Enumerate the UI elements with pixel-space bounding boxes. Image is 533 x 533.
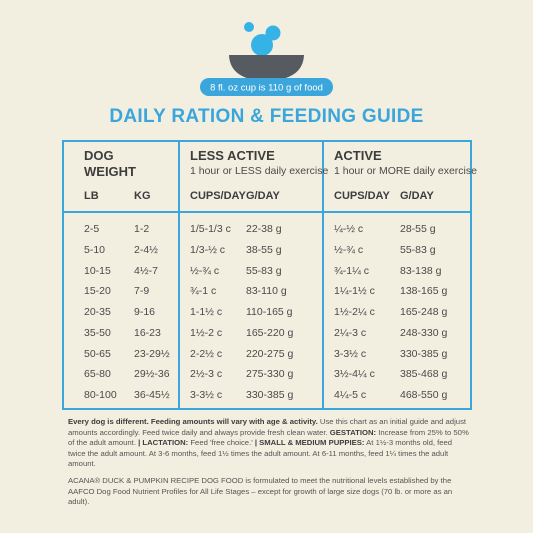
title: DAILY RATION & FEEDING GUIDE — [109, 106, 424, 127]
cell: 29½-36 — [134, 368, 170, 381]
cell: 220-275 g — [246, 347, 294, 360]
cell: 2-5 — [84, 223, 100, 235]
cell: 20-35 — [84, 306, 111, 318]
cell: 1/5-1/3 c — [190, 223, 231, 235]
divider — [322, 140, 324, 410]
footer-text: ACANA® DUCK & PUMPKIN RECIPE DOG FOOD is… — [68, 475, 453, 507]
cell: 50-65 — [84, 347, 111, 360]
cell: 16-23 — [134, 326, 161, 339]
cell: 80-100 — [84, 389, 117, 401]
cell: 138-165 g — [400, 285, 448, 298]
footer-text: Feed 'free choice.' — [188, 438, 255, 448]
group-name: ACTIVE — [334, 148, 382, 163]
cell: 2½-3 c — [190, 368, 223, 381]
footer-text: | SMALL & MEDIUM PUPPIES: — [254, 438, 365, 448]
cell: ¾-1 c — [190, 285, 217, 298]
cell: 5-10 — [84, 243, 106, 256]
cell: 23-29½ — [134, 347, 170, 360]
cell: 1-2 — [134, 223, 150, 235]
cell: 55-83 g — [246, 264, 282, 277]
group-description: 1 hour or MORE daily exercise — [334, 165, 477, 177]
column-header: CUPS/DAY — [190, 190, 246, 202]
footer-text: Increase from 25% to 50% of the adult am… — [68, 427, 469, 448]
cell: ½-¾ c — [334, 243, 364, 256]
cell: ¼-½ c — [334, 223, 364, 235]
footer-text: | LACTATION: — [138, 438, 189, 448]
cell: 22-38 g — [246, 223, 282, 235]
group-name: DOG WEIGHT — [84, 148, 136, 179]
footer-paragraph: ACANA® DUCK & PUMPKIN RECIPE DOG FOOD is… — [68, 476, 470, 508]
footer-text: Every dog is different. Feeding amounts … — [68, 417, 318, 426]
cell: 38-55 g — [246, 243, 282, 256]
cell: 9-16 — [134, 306, 156, 318]
column-header: LB — [84, 190, 99, 202]
cell: 1½-2¼ c — [334, 306, 375, 318]
cell: 165-248 g — [400, 306, 448, 318]
group-name: LESS ACTIVE — [190, 148, 275, 163]
footer-paragraph: Every dog is different. Feeding amounts … — [68, 417, 470, 470]
divider — [178, 140, 180, 410]
cell: 83-110 g — [246, 285, 287, 298]
cell: 35-50 — [84, 326, 111, 339]
cell: 55-83 g — [400, 243, 436, 256]
cell: 10-15 — [84, 264, 111, 277]
table-border — [62, 140, 472, 410]
footer-text: GESTATION: — [329, 427, 377, 437]
cell: 468-550 g — [400, 389, 448, 401]
cell: 275-330 g — [246, 368, 294, 381]
cell: ¾-1¼ c — [334, 264, 370, 277]
group-description: 1 hour or LESS daily exercise — [190, 165, 329, 177]
cup-note: 8 fl. oz cup is 110 g of food — [210, 83, 323, 94]
bowl — [229, 55, 304, 81]
cell: 165-220 g — [246, 326, 294, 339]
cell: 2-4½ — [134, 243, 158, 256]
cell: 2-2½ c — [190, 347, 223, 360]
cell: ½-¾ c — [190, 264, 220, 277]
cell: 1/3-½ c — [190, 243, 226, 256]
column-header: G/DAY — [400, 190, 434, 202]
cell: 4¼-5 c — [334, 389, 367, 401]
cup-note-pill — [200, 78, 333, 96]
cell: 330-385 g — [400, 347, 448, 360]
footer-text: At 1½-3 months old, feed twice the adult… — [68, 438, 453, 469]
cell: 110-165 g — [246, 306, 293, 318]
cell: 385-468 g — [400, 368, 448, 381]
cell: 330-385 g — [246, 389, 294, 401]
cell: 15-20 — [84, 285, 111, 298]
divider — [62, 211, 472, 213]
cell: 1½-2 c — [190, 326, 223, 339]
column-header: KG — [134, 190, 151, 202]
cell: 28-55 g — [400, 223, 436, 235]
column-header: G/DAY — [246, 190, 280, 202]
bowl-icon: 8 fl. oz cup is 110 g of food — [200, 22, 333, 96]
footer: Every dog is different. Feeding amounts … — [68, 417, 470, 514]
cell: 1¼-1½ c — [334, 285, 375, 298]
cell: 1-1½ c — [190, 306, 223, 318]
cell: 248-330 g — [400, 326, 448, 339]
cell: 83-138 g — [400, 264, 442, 277]
ball — [251, 34, 273, 56]
cell: 7-9 — [134, 285, 150, 298]
cell: 3-3½ c — [334, 347, 367, 360]
cell: 36-45½ — [134, 389, 170, 401]
cell: 3½-4¼ c — [334, 368, 375, 381]
cell: 3-3½ c — [190, 389, 223, 401]
column-header: CUPS/DAY — [334, 190, 390, 202]
footer-text: Use this chart as an initial guide and a… — [68, 417, 467, 437]
cell: 65-80 — [84, 368, 111, 381]
cell: 4½-7 — [134, 264, 158, 277]
ball — [244, 22, 254, 32]
cell: 2¼-3 c — [334, 326, 367, 339]
